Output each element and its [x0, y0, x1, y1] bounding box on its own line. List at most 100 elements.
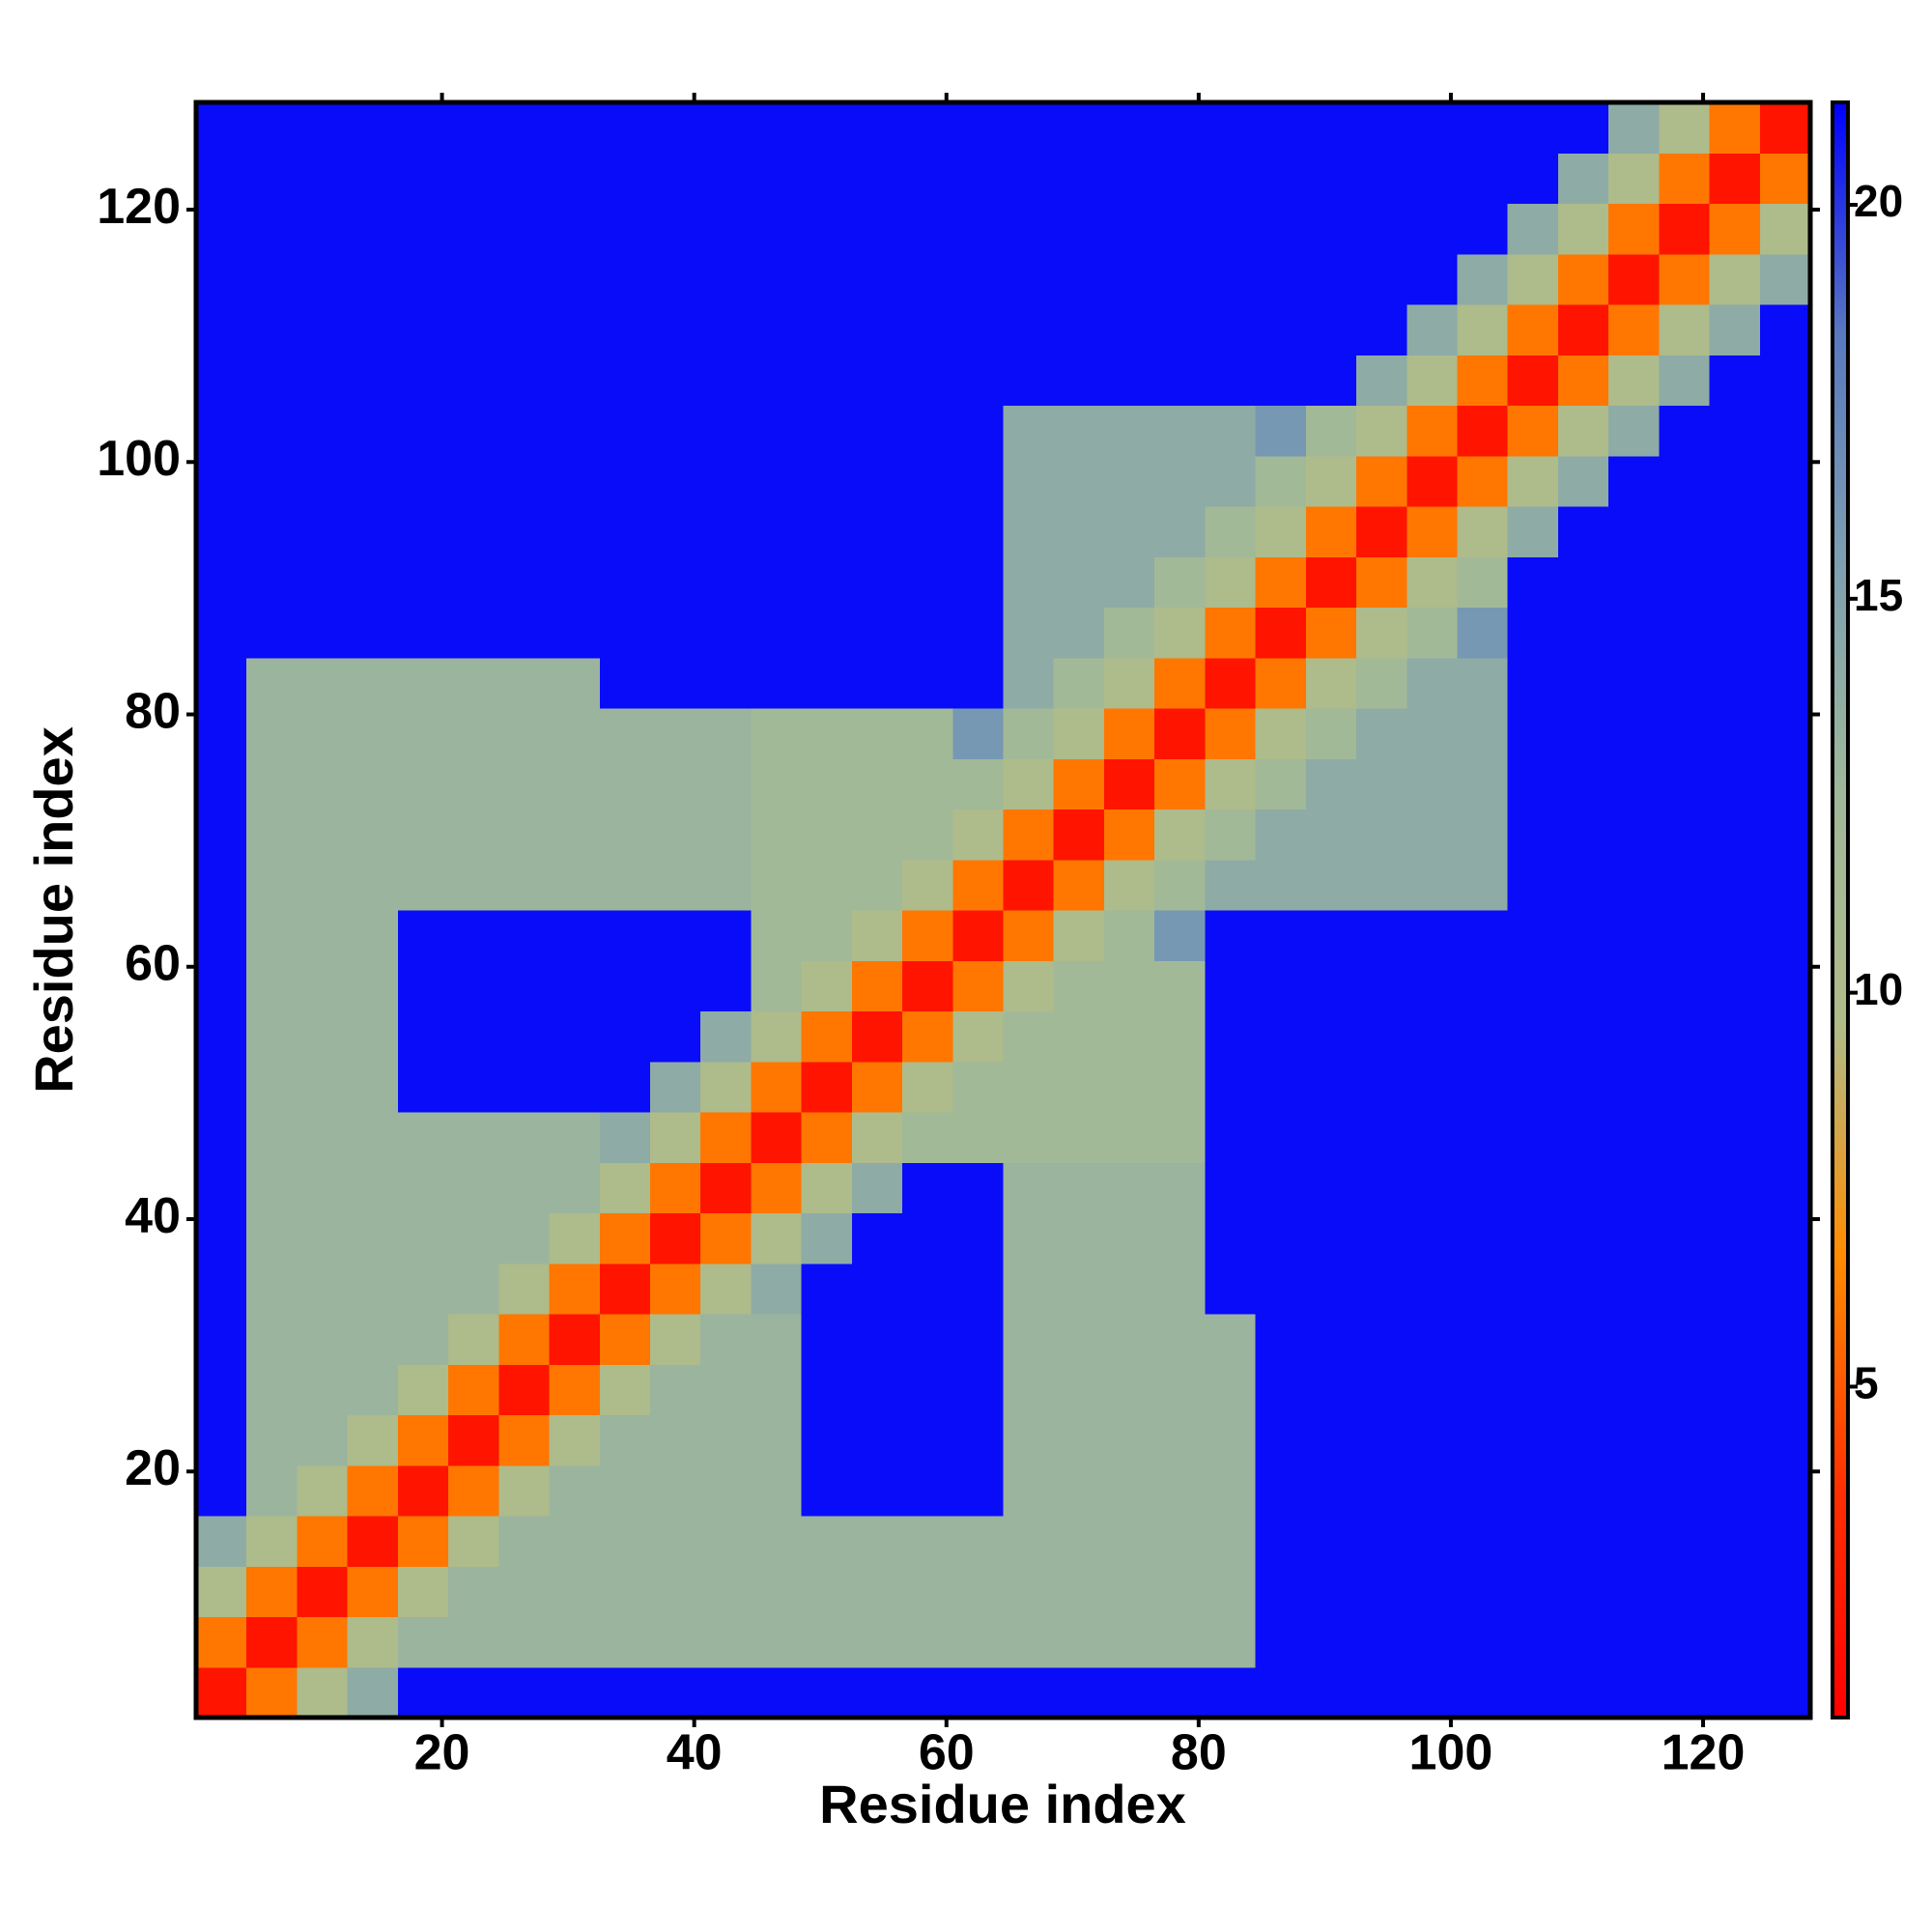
heatmap-cell: [1557, 1566, 1609, 1617]
heatmap-cell: [246, 1010, 298, 1063]
heatmap-cell: [549, 1112, 601, 1163]
heatmap-cell: [1709, 405, 1761, 457]
heatmap-cell: [1003, 203, 1055, 255]
heatmap-cell: [347, 153, 399, 204]
heatmap-cell: [649, 304, 701, 355]
heatmap-cell: [902, 556, 953, 608]
heatmap-cell: [297, 1263, 349, 1315]
heatmap-cell: [952, 859, 1004, 911]
heatmap-cell: [1709, 556, 1761, 608]
heatmap-cell: [1103, 556, 1155, 608]
heatmap-cell: [1305, 1666, 1357, 1719]
heatmap-cell: [700, 1464, 752, 1517]
heatmap-cell: [1103, 1112, 1155, 1163]
heatmap-cell: [700, 1212, 752, 1264]
heatmap-cell: [1305, 1364, 1357, 1415]
heatmap-cell: [448, 1162, 499, 1213]
heatmap-cell: [1557, 203, 1609, 255]
heatmap-cell: [1356, 1666, 1407, 1719]
heatmap-cell: [1457, 1162, 1509, 1213]
heatmap-cell: [1053, 102, 1105, 154]
heatmap-cell: [397, 1666, 449, 1719]
heatmap-cell: [1406, 758, 1458, 810]
heatmap-cell: [1154, 1666, 1206, 1719]
heatmap-cell: [801, 1212, 853, 1264]
heatmap-cell: [700, 1666, 752, 1719]
heatmap-cell: [700, 203, 752, 255]
heatmap-cell: [649, 1364, 701, 1415]
heatmap-cell: [1154, 556, 1206, 608]
heatmap-cell: [1103, 809, 1155, 861]
heatmap-cell: [952, 1263, 1004, 1315]
heatmap-cell: [751, 859, 803, 911]
heatmap-cell: [1003, 607, 1055, 659]
heatmap-cell: [1759, 1162, 1811, 1213]
heatmap-cell: [1255, 1566, 1307, 1617]
colorbar-tick-label: 10: [1854, 964, 1903, 1014]
heatmap-cell: [1659, 1112, 1711, 1163]
heatmap-cell: [801, 304, 853, 355]
heatmap-cell: [1154, 960, 1206, 1011]
heatmap-cell: [1305, 607, 1357, 659]
heatmap-cell: [1205, 708, 1257, 759]
heatmap-cell: [1255, 1464, 1307, 1517]
heatmap-cell: [851, 102, 903, 154]
heatmap-cell: [751, 809, 803, 861]
heatmap-cell: [1659, 657, 1711, 709]
heatmap-cell: [1507, 405, 1559, 457]
heatmap-cell: [1356, 758, 1407, 810]
heatmap-cell: [1356, 1364, 1407, 1415]
heatmap-cell: [599, 1162, 651, 1213]
heatmap-cell: [1659, 1414, 1711, 1466]
heatmap-cell: [397, 657, 449, 709]
heatmap-cell: [1305, 1464, 1357, 1517]
heatmap-cell: [347, 1516, 399, 1567]
heatmap-cell: [448, 1314, 499, 1365]
heatmap-cell: [549, 960, 601, 1011]
heatmap-cell: [902, 506, 953, 557]
heatmap-cell: [246, 1566, 298, 1617]
heatmap-cell: [1154, 455, 1206, 507]
heatmap-cell: [347, 1314, 399, 1365]
heatmap-cell: [1053, 153, 1105, 204]
heatmap-cell: [649, 153, 701, 204]
heatmap-cell: [801, 1616, 853, 1668]
heatmap-cell: [1557, 1364, 1609, 1415]
heatmap-cell: [1608, 960, 1660, 1011]
heatmap-cell: [1103, 1364, 1155, 1415]
heatmap-cell: [1305, 506, 1357, 557]
heatmap-cell: [599, 607, 651, 659]
heatmap-cell: [1003, 1010, 1055, 1063]
heatmap-cell: [196, 809, 247, 861]
heatmap-cell: [851, 758, 903, 810]
heatmap-cell: [1759, 1212, 1811, 1264]
heatmap-cell: [1154, 1364, 1206, 1415]
heatmap-cell: [498, 102, 551, 154]
heatmap-cell: [1709, 1314, 1761, 1365]
heatmap-cell: [1103, 960, 1155, 1011]
heatmap-cell: [952, 1464, 1004, 1517]
heatmap-cell: [1255, 859, 1307, 911]
heatmap-cell: [1557, 455, 1609, 507]
heatmap-cell: [751, 304, 803, 355]
heatmap-cell: [1255, 405, 1307, 457]
heatmap-cell: [599, 1061, 651, 1113]
heatmap-cell: [1659, 607, 1711, 659]
heatmap-cell: [196, 1010, 247, 1063]
heatmap-cell: [1608, 809, 1660, 861]
heatmap-cell: [1507, 304, 1559, 355]
heatmap-cell: [297, 1414, 349, 1466]
heatmap-cell: [1406, 910, 1458, 961]
heatmap-cell: [448, 607, 499, 659]
heatmap-cell: [347, 1364, 399, 1415]
heatmap-cell: [1053, 253, 1105, 305]
heatmap-cell: [1709, 657, 1761, 709]
heatmap-cell: [599, 910, 651, 961]
heatmap-cell: [1709, 1464, 1761, 1517]
heatmap-cell: [1205, 1516, 1257, 1567]
heatmap-cell: [1053, 1162, 1105, 1213]
heatmap-cell: [1659, 405, 1711, 457]
heatmap-cell: [751, 455, 803, 507]
heatmap-cell: [246, 102, 298, 154]
heatmap-cell: [649, 253, 701, 305]
